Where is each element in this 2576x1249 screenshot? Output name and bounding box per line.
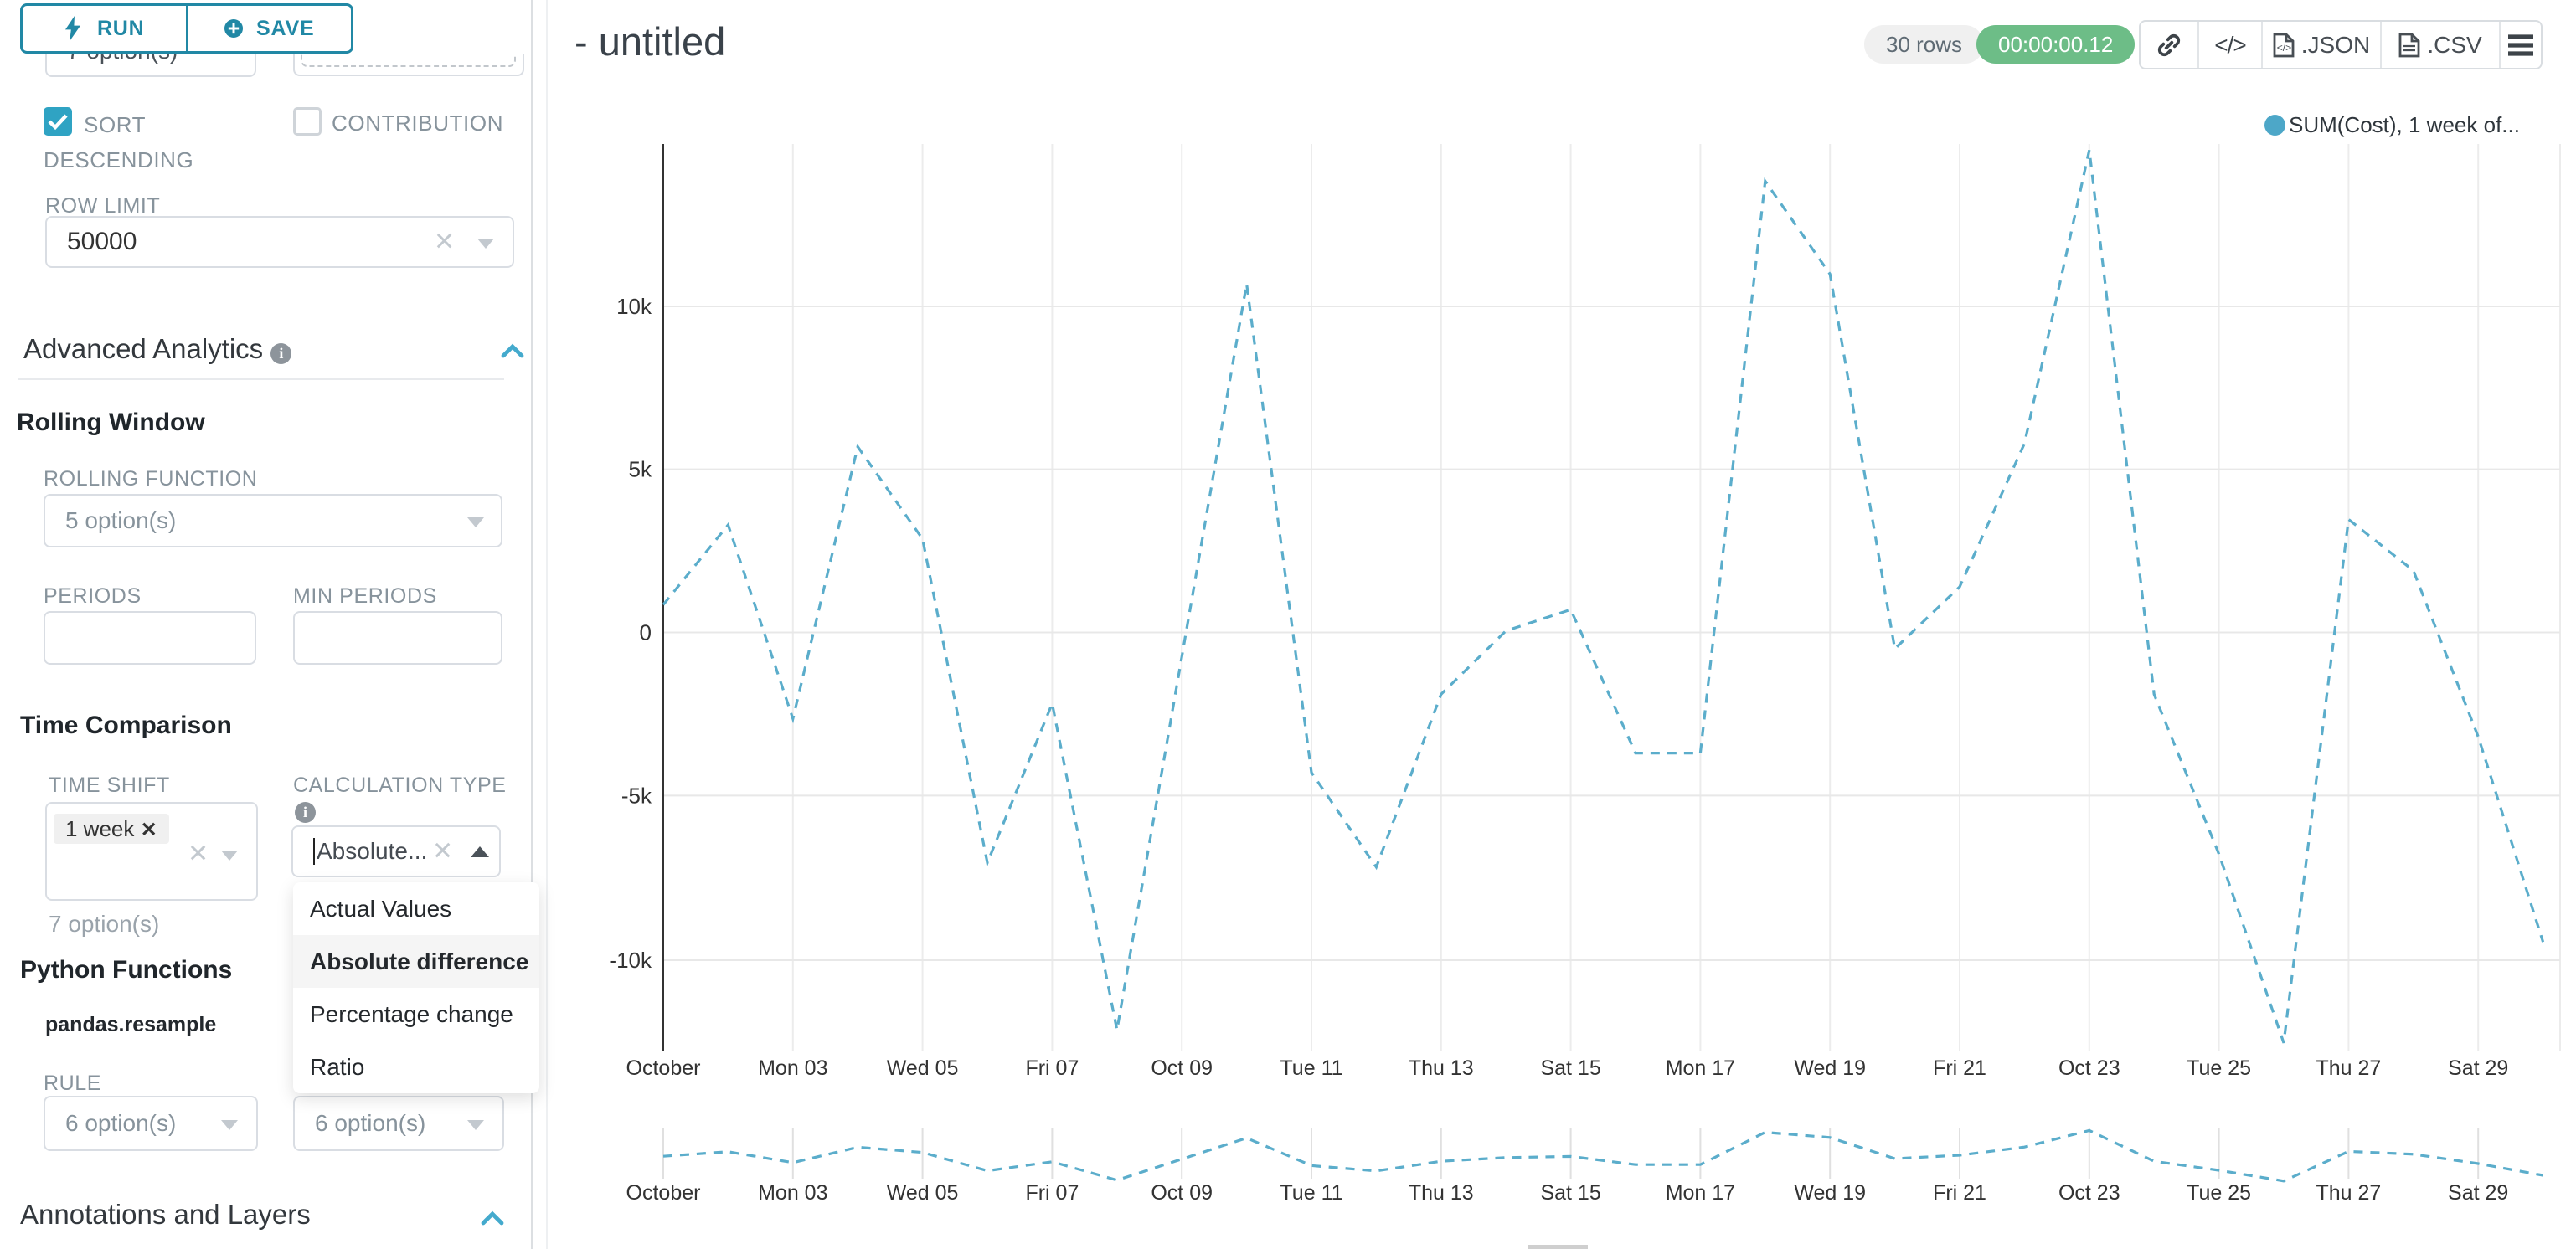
svg-text:</>: </> [2277,42,2291,54]
